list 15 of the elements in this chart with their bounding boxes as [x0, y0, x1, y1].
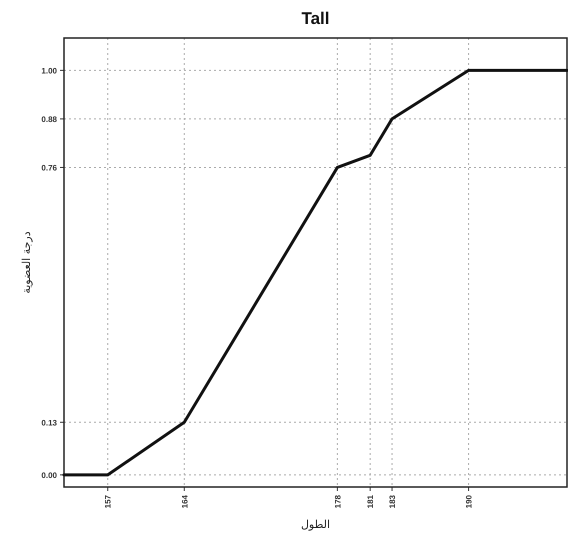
x-tick-label: 157 [104, 494, 113, 508]
x-tick-label: 183 [388, 494, 398, 508]
x-tick-label: 178 [333, 494, 342, 508]
y-tick-label: 0.88 [41, 114, 58, 124]
x-tick-label: 181 [366, 494, 376, 508]
x-axis-title: الطول [300, 518, 330, 531]
line-series [62, 68, 568, 476]
y-tick-label: 0.76 [41, 163, 58, 172]
chart-title: Tall [301, 9, 330, 28]
y-tick-label: 1.00 [41, 66, 58, 76]
y-tick-label: 0.00 [41, 470, 58, 480]
x-tick-label: 190 [464, 494, 474, 508]
y-tick-label: 0.13 [41, 418, 58, 428]
x-tick-label: 164 [180, 494, 190, 508]
y-axis-title: درجة العضوية [20, 231, 33, 294]
